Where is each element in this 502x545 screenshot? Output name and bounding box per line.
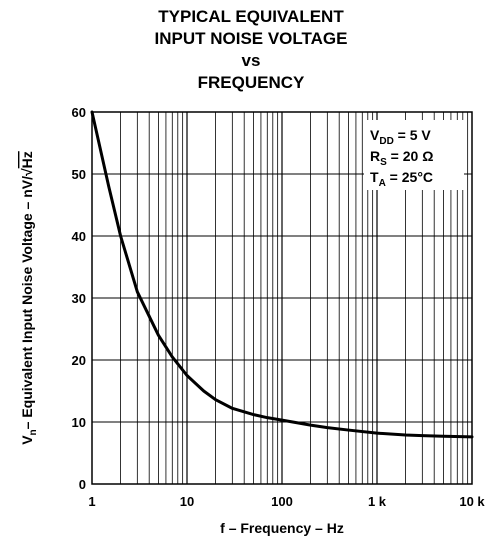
- series-line: [90, 110, 474, 439]
- y-axis-label: Vn– Equivalent Input Noise Voltage – nV/…: [19, 151, 39, 445]
- x-tick-label: 1 k: [368, 494, 387, 509]
- y-axis-label-radicand: Hz: [19, 151, 35, 168]
- chart-title-line-1: TYPICAL EQUIVALENT: [158, 7, 344, 26]
- x-tick-label: 10 k: [459, 494, 485, 509]
- plot-frame: [91, 111, 473, 485]
- condition-line: VDD = 5 V: [370, 127, 431, 147]
- condition-symbol: T: [370, 169, 379, 185]
- condition-subscript: A: [379, 178, 386, 189]
- x-tick-label: 100: [271, 494, 293, 509]
- conditions-box: [364, 120, 464, 190]
- conditions-legend: VDD = 5 VRS = 20 ΩTA = 25°C: [370, 127, 433, 189]
- y-tick-label: 10: [72, 415, 86, 430]
- condition-line: TA = 25°C: [370, 169, 433, 189]
- y-axis-label-subscript: n: [28, 429, 39, 435]
- x-axis-label: f – Frequency – Hz: [220, 520, 344, 536]
- y-axis-ticks: 0 10 20 30 40 50 60: [72, 105, 86, 492]
- condition-symbol: V: [370, 127, 380, 143]
- condition-symbol: R: [370, 148, 380, 164]
- chart-title-line-4: FREQUENCY: [197, 73, 305, 92]
- condition-subscript: DD: [379, 136, 393, 147]
- chart-title-line-3: vs: [241, 51, 261, 70]
- x-tick-label: 10: [180, 494, 194, 509]
- y-tick-label: 50: [72, 167, 86, 182]
- condition-subscript: S: [380, 157, 387, 168]
- y-axis-label-radical: √: [19, 168, 35, 176]
- x-axis-ticks: 1 10 100 1 k 10 k: [88, 494, 485, 509]
- y-axis-label-symbol: V: [19, 435, 35, 445]
- chart-title-line-2: INPUT NOISE VOLTAGE: [154, 29, 348, 48]
- x-tick-label: 1: [88, 494, 95, 509]
- condition-line: RS = 20 Ω: [370, 148, 433, 168]
- y-tick-label: 40: [72, 229, 86, 244]
- y-tick-label: 30: [72, 291, 86, 306]
- y-tick-label: 20: [72, 353, 86, 368]
- y-tick-label: 60: [72, 105, 86, 120]
- condition-value: = 5 V: [394, 127, 432, 143]
- y-axis-label-text: – Equivalent Input Noise Voltage – nV/: [19, 176, 35, 429]
- condition-value: = 25°C: [386, 169, 433, 185]
- condition-value: = 20 Ω: [387, 148, 434, 164]
- y-tick-label: 0: [79, 477, 86, 492]
